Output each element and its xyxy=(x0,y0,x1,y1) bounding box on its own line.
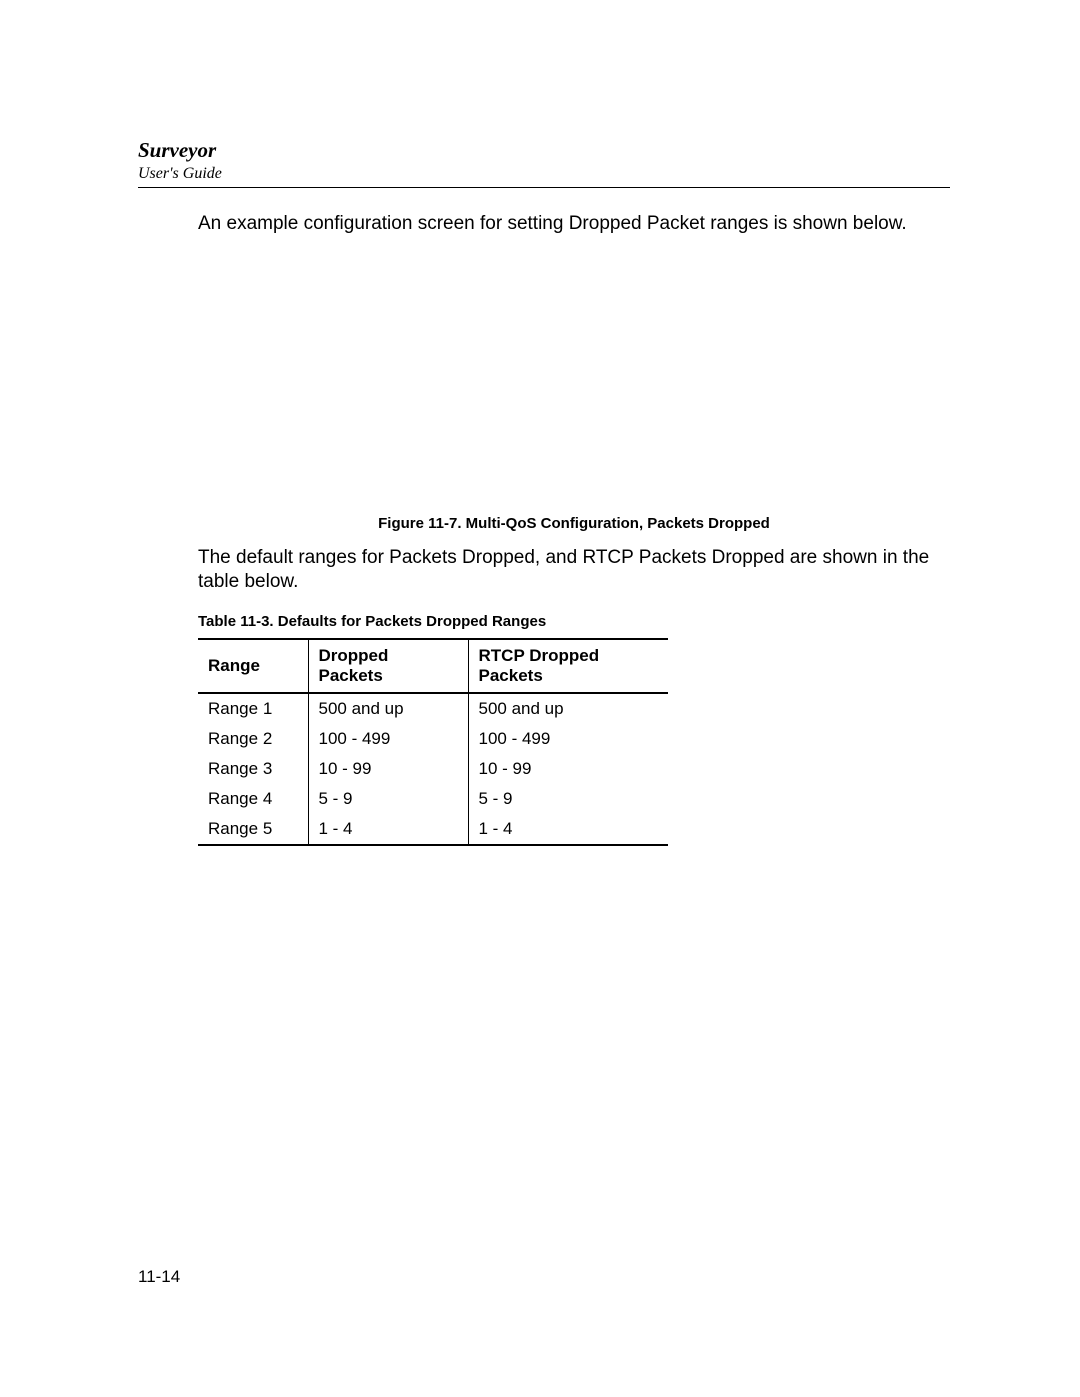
table-cell: 100 - 499 xyxy=(468,724,668,754)
col-header-rtcp: RTCP Dropped Packets xyxy=(468,639,668,693)
page-container: Surveyor User's Guide An example configu… xyxy=(0,0,1080,846)
table-cell: Range 1 xyxy=(198,693,308,724)
table-row: Range 2 100 - 499 100 - 499 xyxy=(198,724,668,754)
table-intro-paragraph: The default ranges for Packets Dropped, … xyxy=(198,546,950,595)
table-cell: Range 2 xyxy=(198,724,308,754)
table-row: Range 1 500 and up 500 and up xyxy=(198,693,668,724)
page-number: 11-14 xyxy=(138,1267,180,1287)
content-area: An example configuration screen for sett… xyxy=(138,212,950,846)
table-cell: 1 - 4 xyxy=(308,814,468,845)
defaults-table: Range Dropped Packets RTCP Dropped Packe… xyxy=(198,638,668,846)
doc-subtitle: User's Guide xyxy=(138,165,950,183)
table-cell: 5 - 9 xyxy=(308,784,468,814)
table-cell: Range 4 xyxy=(198,784,308,814)
table-row: Range 3 10 - 99 10 - 99 xyxy=(198,754,668,784)
table-header-row: Range Dropped Packets RTCP Dropped Packe… xyxy=(198,639,668,693)
table-cell: 10 - 99 xyxy=(468,754,668,784)
table-caption: Table 11-3. Defaults for Packets Dropped… xyxy=(198,613,950,630)
intro-paragraph: An example configuration screen for sett… xyxy=(198,212,950,237)
figure-placeholder xyxy=(198,255,950,515)
table-cell: 10 - 99 xyxy=(308,754,468,784)
col-header-dropped: Dropped Packets xyxy=(308,639,468,693)
table-cell: Range 5 xyxy=(198,814,308,845)
table-cell: Range 3 xyxy=(198,754,308,784)
table-cell: 1 - 4 xyxy=(468,814,668,845)
table-cell: 500 and up xyxy=(468,693,668,724)
doc-title: Surveyor xyxy=(138,138,950,163)
figure-caption: Figure 11-7. Multi-QoS Configuration, Pa… xyxy=(198,515,950,532)
table-cell: 5 - 9 xyxy=(468,784,668,814)
col-header-range: Range xyxy=(198,639,308,693)
header-rule xyxy=(138,187,950,188)
table-cell: 500 and up xyxy=(308,693,468,724)
table-cell: 100 - 499 xyxy=(308,724,468,754)
table-row: Range 5 1 - 4 1 - 4 xyxy=(198,814,668,845)
table-row: Range 4 5 - 9 5 - 9 xyxy=(198,784,668,814)
